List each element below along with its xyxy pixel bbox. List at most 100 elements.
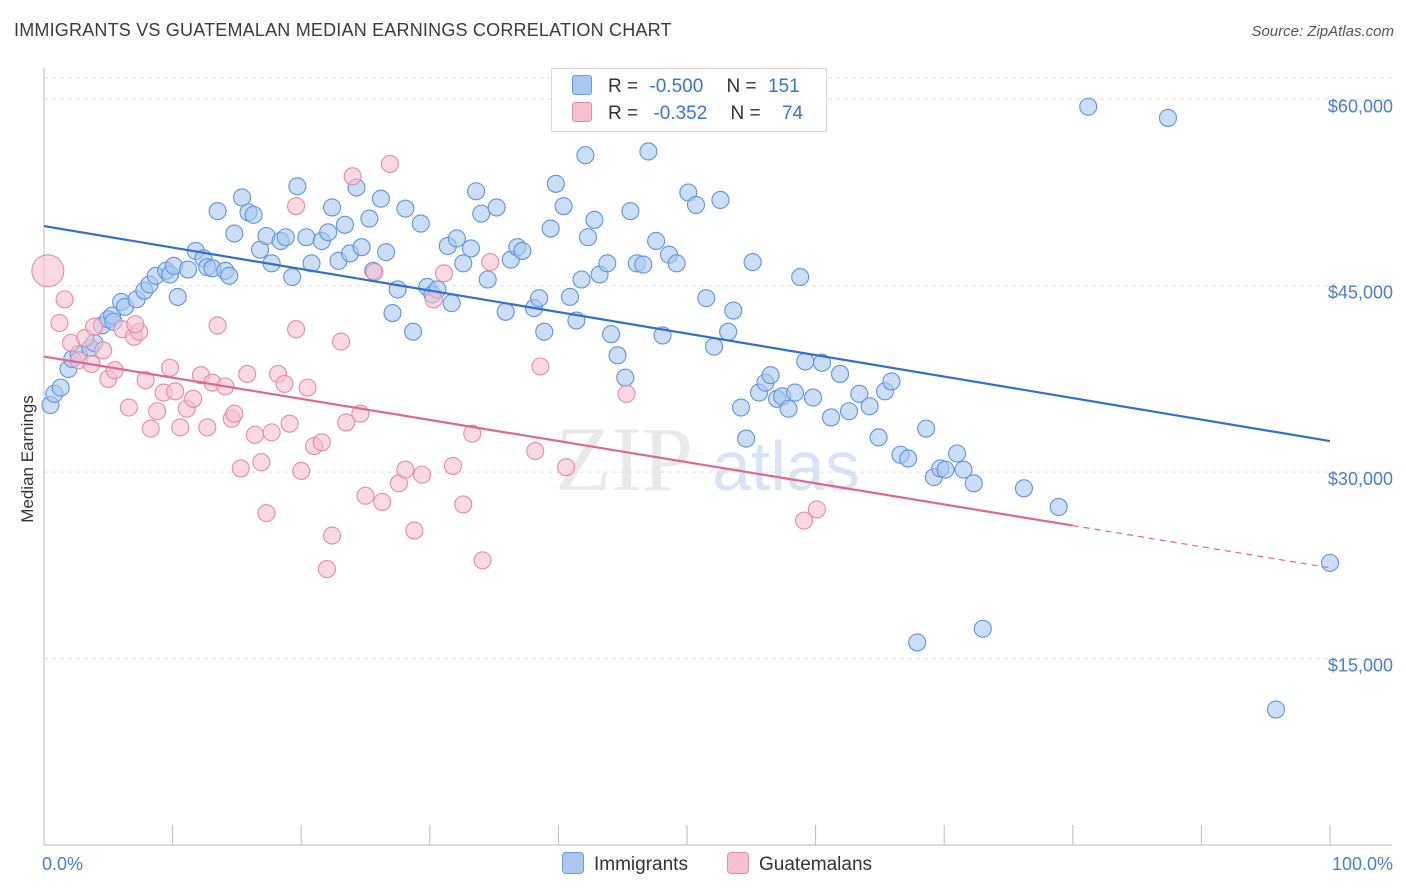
guatemalans-point-58 (434, 264, 453, 283)
legend-swatch-guatemalans (572, 102, 592, 122)
immigrants-point-121 (821, 408, 841, 427)
immigrants-point-57 (396, 199, 415, 218)
bottom-legend-immigrants: Immigrants (562, 852, 688, 876)
guatemalans-point-65 (531, 357, 550, 376)
svg-text:atlas: atlas (712, 427, 860, 505)
legend-row-immigrants: R = -0.500 N = 151 (572, 75, 800, 101)
immigrants-point-90 (608, 346, 627, 365)
immigrants-point-135 (936, 460, 955, 479)
immigrants-trend-line (43, 224, 1331, 443)
immigrants-point-117 (791, 267, 810, 287)
guatemalans-point-50 (365, 262, 384, 282)
guatemalans-trend-line (43, 355, 1073, 527)
legend-r-value-guatemalans: -0.352 (653, 103, 708, 124)
immigrants-point-22 (178, 260, 198, 279)
guatemalans-point-18 (166, 382, 185, 401)
immigrants-point-103 (704, 337, 724, 356)
immigrants-point-92 (621, 202, 640, 221)
immigrants-point-72 (496, 302, 515, 321)
immigrants-point-84 (572, 270, 591, 289)
trend-lines (43, 224, 1331, 569)
guatemalans-point-52 (380, 154, 399, 173)
immigrants-point-65 (447, 229, 466, 248)
immigrants-point-79 (541, 219, 560, 238)
guatemalans-point-15 (148, 402, 167, 421)
immigrants-point-128 (882, 372, 901, 391)
guatemalans-point-67 (617, 384, 636, 403)
bottom-legend-label-immigrants: Immigrants (594, 854, 688, 875)
immigrants-point-101 (686, 195, 706, 214)
immigrants-point-33 (244, 205, 263, 224)
immigrants-point-106 (724, 301, 743, 320)
immigrants-point-47 (335, 215, 354, 234)
bottom-legend-guatemalans: Guatemalans (727, 852, 872, 876)
bottom-legend-swatch-guatemalans (727, 852, 749, 874)
guatemalans-point-31 (245, 425, 264, 444)
guatemalans-point-62 (473, 551, 492, 570)
guatemalans-point-38 (287, 320, 306, 339)
immigrants-point-119 (803, 388, 823, 407)
immigrants-point-71 (487, 198, 506, 217)
immigrants-point-143 (1158, 108, 1178, 127)
y-tick-label-60000: $60,000 (1328, 96, 1393, 116)
guatemalans-point-68 (794, 511, 814, 530)
axes (43, 68, 1392, 846)
immigrants-point-95 (639, 142, 658, 161)
guatemalans-point-45 (332, 332, 351, 351)
legend-r-value-immigrants: -0.500 (649, 76, 704, 97)
immigrants-point-77 (530, 289, 549, 308)
legend-r-label: R = (608, 76, 639, 97)
immigrants-point-109 (743, 253, 762, 272)
x-tick-label-min: 0.0% (42, 854, 83, 874)
immigrants-point-68 (467, 182, 486, 201)
guatemalans-point-63 (481, 253, 500, 272)
guatemalans-point-29 (231, 459, 250, 478)
immigrants-point-116 (785, 383, 805, 402)
immigrants-point-132 (917, 419, 936, 438)
watermark: ZIP atlas (555, 408, 860, 510)
immigrants-point-41 (297, 228, 316, 247)
guatemalans-points (31, 154, 826, 579)
immigrants-point-69 (472, 204, 491, 223)
immigrants-point-124 (850, 384, 869, 403)
immigrants-point-78 (535, 322, 554, 341)
immigrants-point-105 (719, 322, 738, 341)
legend-n-value-immigrants: 151 (767, 76, 800, 97)
chart-title: IMMIGRANTS VS GUATEMALAN MEDIAN EARNINGS… (14, 20, 672, 40)
immigrants-point-138 (964, 474, 983, 493)
guatemalans-point-28 (225, 404, 244, 423)
immigrants-point-85 (578, 228, 598, 247)
immigrants-point-27 (208, 202, 227, 221)
immigrants-point-38 (276, 228, 295, 247)
guatemalans-point-37 (280, 414, 299, 433)
immigrants-point-99 (667, 254, 686, 273)
guatemalans-trend-extension (1072, 524, 1331, 569)
guatemalans-point-71 (126, 315, 145, 334)
guatemalans-point-66 (557, 458, 576, 477)
guatemalans-point-17 (160, 358, 180, 377)
legend-n-label: N = (726, 76, 757, 97)
immigrants-point-75 (513, 241, 532, 260)
immigrants-point-58 (404, 322, 423, 341)
guatemalans-point-21 (184, 389, 203, 408)
immigrants-point-96 (647, 231, 666, 251)
guatemalans-point-10 (119, 398, 138, 417)
immigrants-point-86 (585, 210, 604, 229)
guatemalans-point-69 (807, 500, 826, 519)
guatemalans-point-60 (454, 495, 473, 514)
guatemalans-point-55 (405, 521, 424, 540)
guatemalans-point-25 (208, 316, 227, 335)
immigrants-point-115 (779, 399, 798, 418)
guatemalans-point-36 (275, 374, 294, 393)
immigrants-point-137 (954, 460, 973, 479)
immigrants-point-112 (761, 366, 780, 385)
immigrants-point-40 (288, 177, 307, 196)
guatemalans-point-30 (238, 364, 257, 384)
immigrants-point-130 (899, 449, 918, 468)
immigrants-point-94 (634, 255, 653, 274)
guatemalans-point-46 (337, 413, 356, 432)
immigrants-points (41, 97, 1340, 719)
immigrants-point-88 (598, 254, 617, 273)
guatemalans-point-44 (323, 526, 342, 545)
